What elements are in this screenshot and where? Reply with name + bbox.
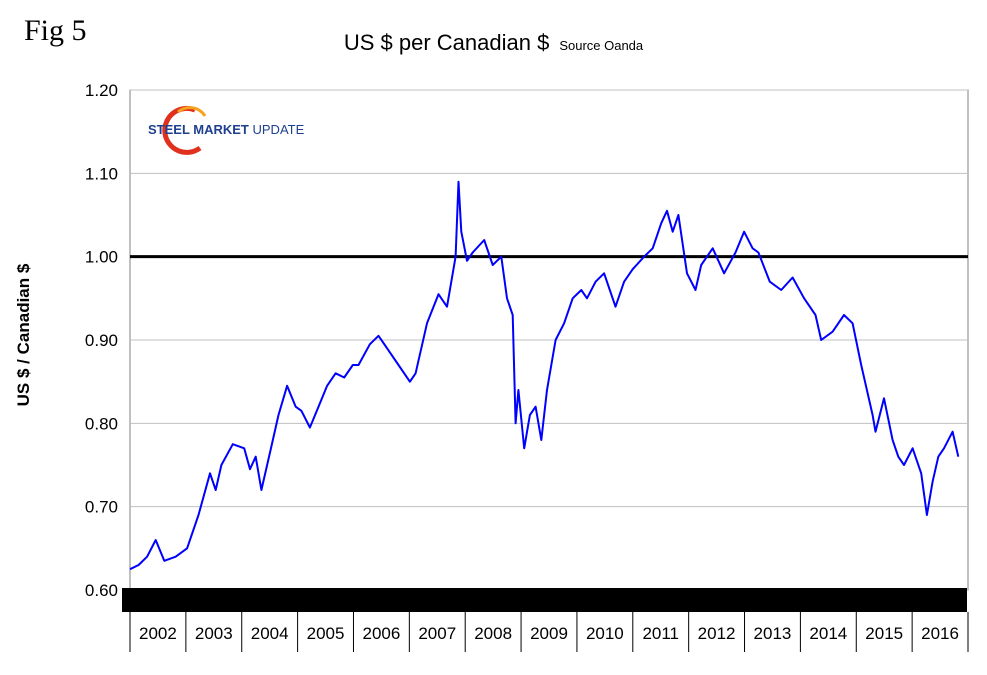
x-category-label: 2015 bbox=[865, 624, 903, 643]
chart-title: US $ per Canadian $ bbox=[343, 30, 550, 55]
x-category-label: 2004 bbox=[251, 624, 289, 643]
y-tick-label: 0.60 bbox=[85, 581, 118, 600]
chart-title-block: US $ per Canadian $ Source Oanda bbox=[0, 30, 987, 56]
exchange-rate-line bbox=[129, 180, 960, 571]
y-tick-label: 1.20 bbox=[85, 81, 118, 100]
x-category-label: 2007 bbox=[418, 624, 456, 643]
logo: STEEL MARKET UPDATE bbox=[148, 105, 305, 155]
chart-subtitle: Source Oanda bbox=[559, 38, 644, 53]
x-category-label: 2012 bbox=[698, 624, 736, 643]
x-category-label: 2014 bbox=[809, 624, 847, 643]
x-category-label: 2006 bbox=[362, 624, 400, 643]
y-tick-label: 0.90 bbox=[85, 331, 118, 350]
y-tick-label: 1.10 bbox=[85, 164, 118, 183]
x-category-label: 2002 bbox=[139, 624, 177, 643]
y-tick-labels: 1.20 1.10 1.00 0.90 0.80 0.70 0.60 bbox=[85, 81, 118, 600]
x-category-label: 2010 bbox=[586, 624, 624, 643]
x-category-label: 2005 bbox=[307, 624, 345, 643]
x-category-label: 2016 bbox=[921, 624, 959, 643]
figure-label: Fig 5 bbox=[24, 14, 87, 47]
y-tick-label: 0.70 bbox=[85, 498, 118, 517]
x-category-label: 2013 bbox=[754, 624, 792, 643]
x-category-label: 2009 bbox=[530, 624, 568, 643]
x-category-label: 2003 bbox=[195, 624, 233, 643]
logo-text: STEEL MARKET UPDATE bbox=[148, 122, 305, 137]
x-category-axis: 2002 2003 2004 2005 2006 2007 2008 2009 2010 2011… bbox=[129, 612, 969, 652]
x-axis-band bbox=[122, 588, 967, 612]
x-category-label: 2011 bbox=[642, 624, 679, 643]
y-tick-label: 0.80 bbox=[85, 414, 118, 433]
logo-arc-icon bbox=[177, 106, 207, 117]
x-category-label: 2008 bbox=[474, 624, 512, 643]
y-tick-label: 1.00 bbox=[85, 248, 118, 267]
